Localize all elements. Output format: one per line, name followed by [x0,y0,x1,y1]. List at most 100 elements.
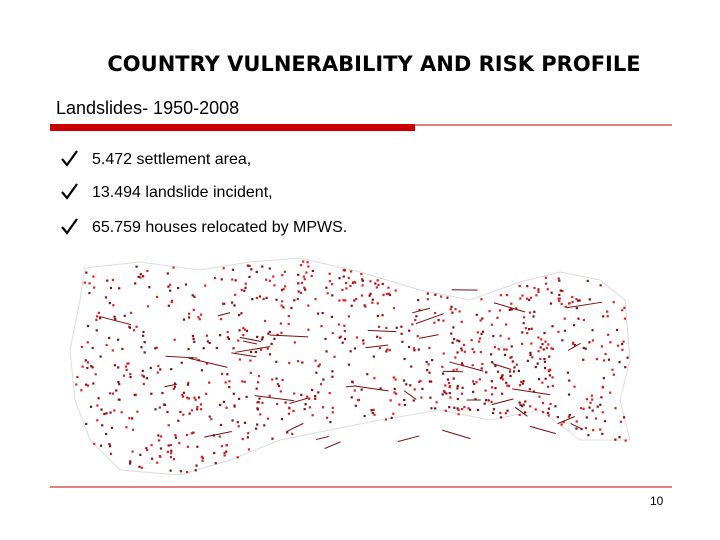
map-dot [521,405,524,408]
map-dot [129,373,132,376]
map-dot [97,311,100,314]
map-dot [256,401,259,404]
map-dot [403,403,406,407]
map-dot [543,332,546,335]
map-dot [100,408,103,411]
map-dot [523,411,527,414]
map-dot [478,378,481,381]
fault-line [403,390,417,400]
map-dot [113,409,116,412]
map-dot [232,347,235,350]
map-dot [517,369,520,372]
map-dot [410,365,413,368]
map-dot [314,397,317,400]
map-dot [128,462,132,465]
map-dot [349,284,352,288]
map-dot [369,292,372,295]
map-dot [454,356,457,359]
map-dot [167,285,170,288]
map-dot [263,424,266,427]
map-dot [167,444,170,447]
map-dot [606,315,609,318]
map-dot [529,353,532,356]
map-dot [551,325,554,328]
map-dot [591,409,594,412]
map-dot [117,380,120,384]
map-dot [447,381,451,385]
map-dot [92,382,95,385]
map-dot [88,282,91,285]
map-dot [499,294,503,297]
map-dot [331,283,334,286]
fault-line [397,435,420,443]
map-dot [231,301,234,304]
map-dot [243,289,246,292]
map-dot [276,333,279,336]
map-dot [76,375,79,379]
map-dot [105,343,108,347]
map-dot [616,344,620,347]
map-dot [499,334,502,337]
map-dot [501,392,504,395]
map-dot [122,374,126,377]
map-dot [470,339,473,342]
map-dot [545,346,548,350]
map-dot [490,400,493,403]
map-dot [266,347,269,350]
map-dot [547,343,550,346]
map-dot [123,314,126,317]
map-dot [213,451,216,455]
map-dot [268,394,271,397]
map-dot [563,317,566,320]
map-outline [69,257,631,476]
map-dot [158,455,161,458]
map-dot [99,444,103,447]
map-dot [504,412,507,415]
map-dot [418,380,421,384]
map-dot [361,279,364,282]
map-dot [131,428,135,431]
map-dot [86,324,90,328]
map-dot [297,273,300,276]
map-dot [302,260,305,263]
map-dot [191,294,194,297]
map-dot [223,454,226,457]
map-dot [108,392,112,395]
map-dot [393,387,396,391]
map-dot [558,300,561,303]
map-dot [456,339,459,342]
map-dot [128,326,132,329]
map-dot [95,318,98,322]
map-dot [364,305,367,308]
map-dot [182,391,186,394]
map-dot [377,283,380,287]
map-dot [156,461,159,464]
map-dot [385,292,389,296]
map-dot [602,315,605,318]
map-dot [139,276,142,279]
map-dot [138,465,141,468]
map-dot [619,420,623,423]
map-dot [133,393,136,397]
map-dot [588,341,591,344]
map-dot [618,360,621,364]
map-dot [441,365,444,368]
map-dot [508,308,511,311]
map-dot [485,371,488,374]
map-dot [452,326,455,329]
map-dot [371,411,374,415]
map-dot [460,349,463,352]
map-dot [429,380,433,383]
map-dot [132,329,136,332]
map-dot [328,272,331,275]
map-dot [451,311,454,314]
fault-line [557,416,576,425]
map-dot [489,353,493,356]
fault-line [449,361,484,372]
map-dot [319,383,323,386]
map-dot [191,334,195,338]
map-dot [533,310,536,313]
map-dot [559,289,562,292]
map-dot [240,288,243,292]
map-dot [206,340,209,343]
